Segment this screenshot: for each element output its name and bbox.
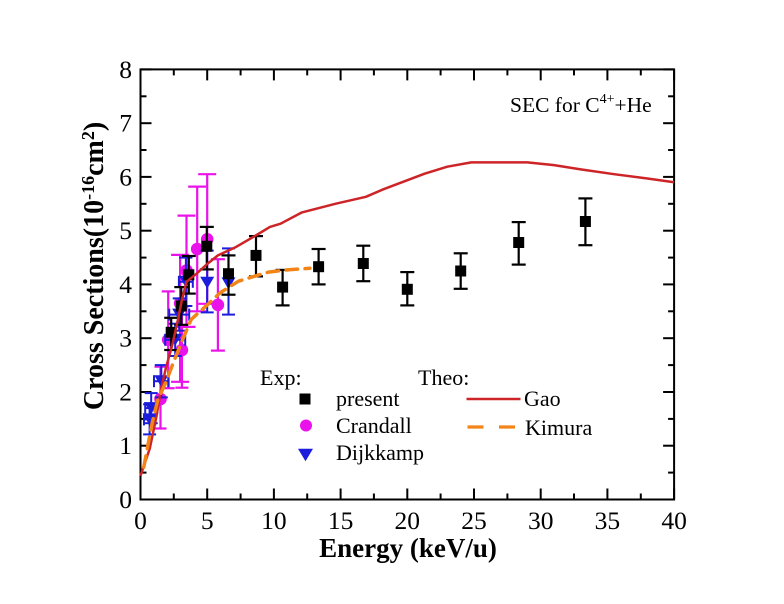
svg-text:Exp:: Exp: bbox=[260, 365, 302, 390]
svg-text:1: 1 bbox=[119, 431, 132, 460]
svg-text:6: 6 bbox=[119, 162, 132, 191]
svg-text:Theo:: Theo: bbox=[418, 365, 469, 390]
svg-text:3: 3 bbox=[119, 324, 132, 353]
svg-text:0: 0 bbox=[134, 506, 147, 535]
svg-text:8: 8 bbox=[119, 55, 132, 84]
svg-text:Gao: Gao bbox=[524, 386, 561, 411]
svg-text:35: 35 bbox=[595, 506, 621, 535]
svg-text:SEC for C4++He: SEC for C4++He bbox=[510, 92, 652, 117]
svg-text:7: 7 bbox=[119, 109, 132, 138]
svg-text:Cross Sections(10-16cm2): Cross Sections(10-16cm2) bbox=[78, 122, 110, 410]
svg-text:Kimura: Kimura bbox=[525, 415, 592, 440]
svg-text:5: 5 bbox=[119, 216, 132, 245]
svg-text:0: 0 bbox=[119, 485, 132, 514]
svg-text:15: 15 bbox=[328, 506, 354, 535]
svg-text:30: 30 bbox=[528, 506, 554, 535]
svg-text:40: 40 bbox=[661, 506, 687, 535]
svg-text:25: 25 bbox=[461, 506, 487, 535]
svg-text:5: 5 bbox=[201, 506, 214, 535]
svg-text:10: 10 bbox=[261, 506, 287, 535]
svg-text:2: 2 bbox=[119, 378, 132, 407]
svg-text:Energy (keV/u): Energy (keV/u) bbox=[319, 533, 497, 563]
svg-text:20: 20 bbox=[395, 506, 421, 535]
svg-text:Crandall: Crandall bbox=[336, 413, 412, 438]
svg-text:present: present bbox=[336, 386, 400, 411]
svg-text:Dijkkamp: Dijkkamp bbox=[336, 440, 424, 465]
svg-text:4: 4 bbox=[119, 270, 132, 299]
